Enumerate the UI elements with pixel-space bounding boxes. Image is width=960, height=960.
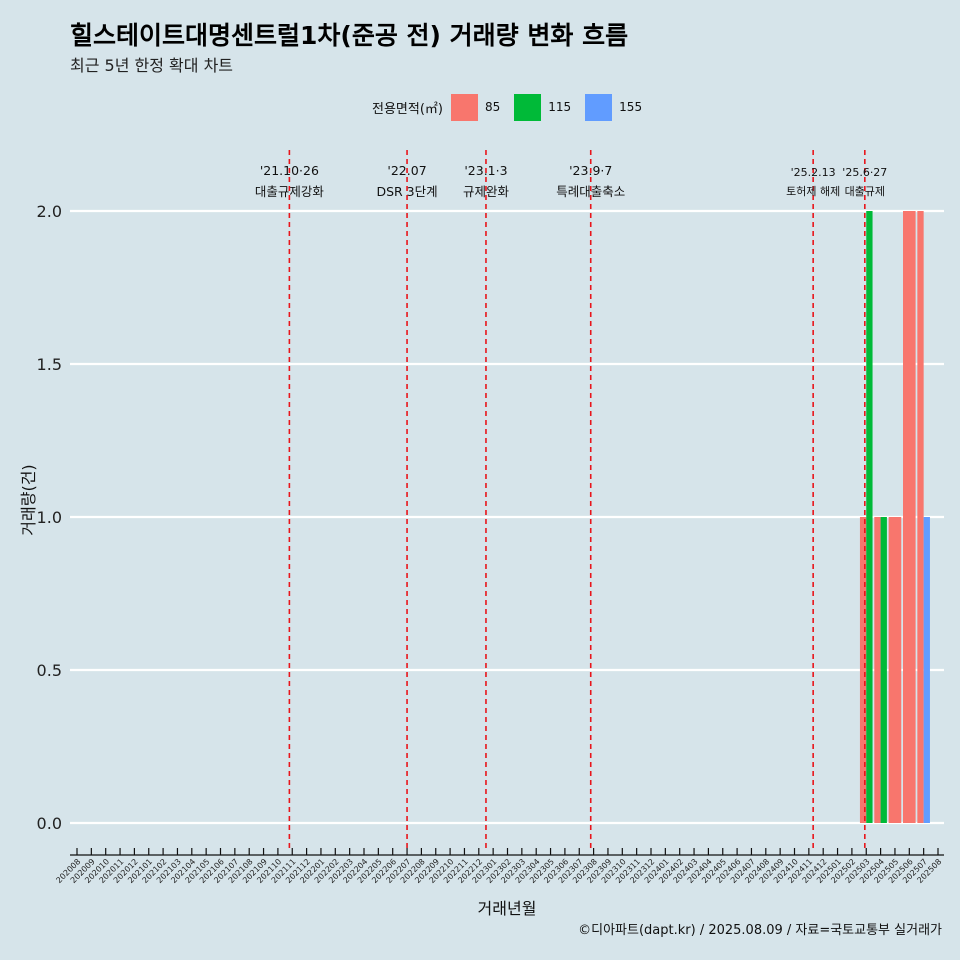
legend-label-155: 155 [619,100,643,114]
legend-swatch-85 [450,93,478,121]
y-axis-title: 거래량(건) [19,464,38,535]
bar-202506-85 [903,211,916,823]
legend: 전용면적(㎡) 85 115 155 [372,92,656,122]
legend-title: 전용면적(㎡) [372,101,443,117]
chart-title: 힐스테이트대명센트럴1차(준공 전) 거래량 변화 흐름 [70,21,629,50]
chart-subtitle: 최근 5년 한정 확대 차트 [70,56,234,75]
bar-202503-115 [866,211,873,823]
x-axis-title: 거래년월 [478,899,537,918]
legend-swatch-115 [514,93,542,121]
event-date: '21.10·26 [260,163,319,178]
event-date: '25.2.13 [791,166,836,179]
bar-202504-85 [874,517,881,823]
bar-202507-85 [917,211,924,823]
bar-202507-155 [923,517,930,823]
y-tick-label: 1.5 [37,355,62,374]
bar-202504-115 [880,517,887,823]
y-tick-label: 2.0 [37,202,62,221]
event-label: 토허제 해제 [786,184,840,198]
legend-item-115: 115 [514,93,572,121]
legend-swatch-155 [585,93,613,121]
legend-label-115: 115 [548,100,572,114]
event-date: '23.9·7 [569,163,612,178]
legend-label-85: 85 [484,100,501,114]
event-label: 규제완화 [463,184,510,199]
event-label: 대출규제강화 [255,184,325,199]
bar-202505-85 [888,517,902,823]
y-tick-label: 1.0 [37,508,62,527]
legend-item-155: 155 [585,93,643,121]
event-label: DSR 3단계 [376,184,437,199]
y-tick-label: 0.0 [37,814,62,833]
event-label: 특례대출축소 [556,184,625,199]
bar-202503-85 [859,517,867,823]
y-tick-label: 0.5 [37,661,62,680]
event-label: 대출규제 [845,185,885,198]
event-date: '25.6·27 [842,166,887,179]
source-caption: ©디아파트(dapt.kr) / 2025.08.09 / 자료=국토교통부 실… [578,923,942,938]
event-date: '23.1·3 [464,163,507,178]
legend-item-85: 85 [450,93,501,121]
event-date: '22.07 [387,163,426,178]
